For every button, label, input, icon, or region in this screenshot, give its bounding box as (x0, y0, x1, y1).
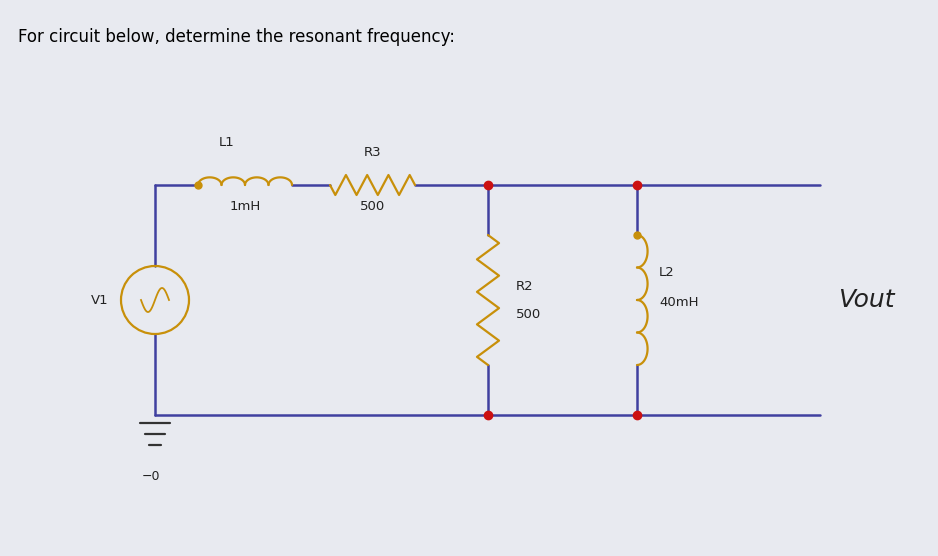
Text: L2: L2 (659, 266, 674, 279)
Text: L1: L1 (219, 137, 234, 150)
Text: V1: V1 (91, 294, 109, 306)
Text: R3: R3 (364, 146, 382, 160)
Text: −0: −0 (142, 470, 160, 483)
Text: 1mH: 1mH (230, 201, 261, 214)
Text: For circuit below, determine the resonant frequency:: For circuit below, determine the resonan… (18, 28, 455, 46)
Text: 500: 500 (360, 201, 386, 214)
Text: 40mH: 40mH (659, 295, 699, 309)
Text: R2: R2 (516, 280, 534, 292)
Text: Vout: Vout (838, 288, 895, 312)
Text: 500: 500 (516, 307, 541, 320)
